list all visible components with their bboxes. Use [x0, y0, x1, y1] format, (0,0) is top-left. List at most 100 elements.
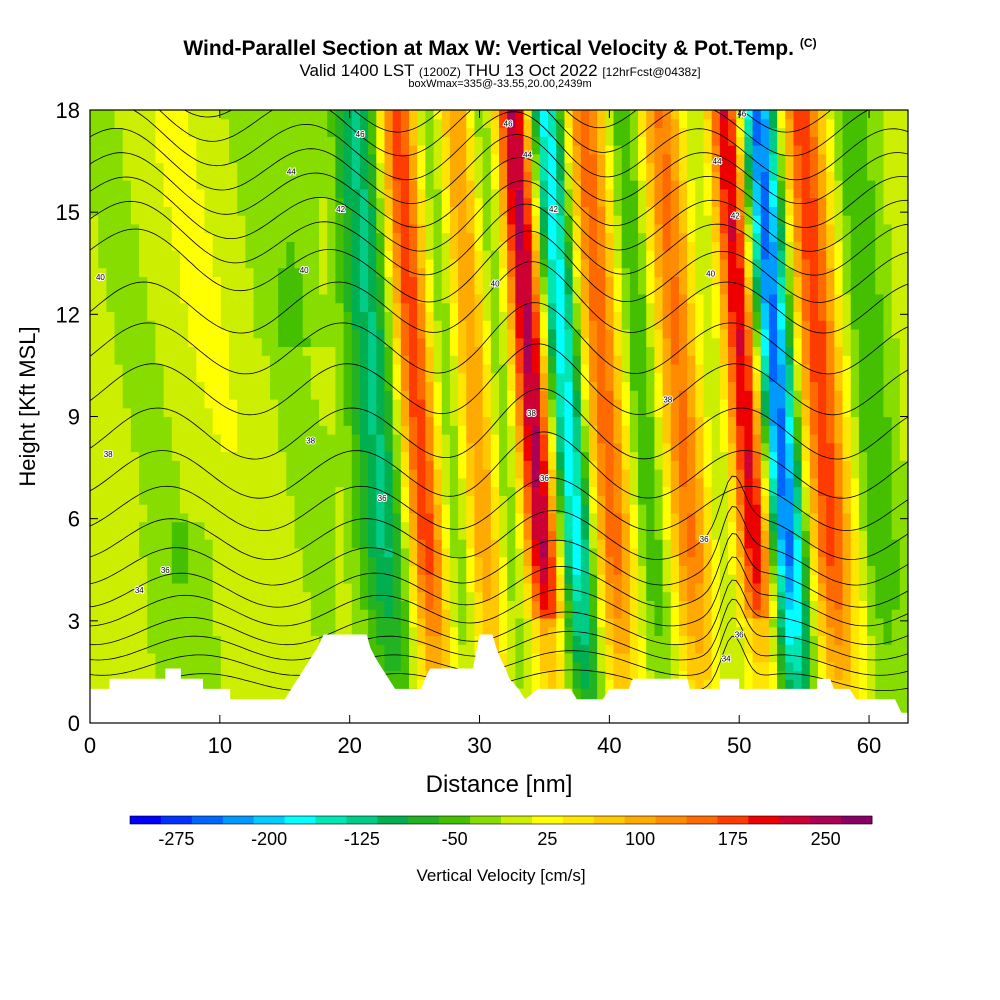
- velocity-cell: [98, 398, 107, 409]
- velocity-cell: [245, 460, 255, 470]
- velocity-cell: [605, 328, 615, 339]
- velocity-cell: [139, 451, 148, 461]
- velocity-cell: [237, 425, 247, 435]
- velocity-cell: [507, 320, 516, 330]
- velocity-cell: [409, 223, 418, 234]
- velocity-cell: [343, 197, 353, 207]
- velocity-cell: [139, 460, 148, 470]
- velocity-cell: [286, 574, 296, 584]
- velocity-cell: [548, 118, 557, 129]
- velocity-cell: [597, 153, 606, 164]
- velocity-cell: [629, 337, 639, 348]
- velocity-cell: [253, 687, 263, 698]
- velocity-cell: [531, 504, 541, 514]
- velocity-cell: [556, 635, 566, 645]
- velocity-cell: [384, 390, 394, 400]
- velocity-cell: [580, 381, 590, 391]
- velocity-cell: [294, 241, 304, 251]
- velocity-cell: [474, 425, 484, 435]
- velocity-cell: [392, 320, 402, 330]
- velocity-cell: [163, 574, 173, 584]
- velocity-cell: [613, 110, 623, 120]
- velocity-cell: [482, 539, 492, 549]
- velocity-cell: [564, 153, 574, 164]
- velocity-cell: [196, 162, 206, 172]
- velocity-cell: [449, 215, 459, 225]
- velocity-cell: [449, 521, 459, 531]
- velocity-cell: [433, 390, 443, 400]
- velocity-cell: [392, 250, 402, 260]
- velocity-cell: [343, 574, 353, 584]
- velocity-cell: [449, 495, 459, 505]
- velocity-cell: [245, 311, 255, 321]
- velocity-cell: [376, 530, 386, 540]
- velocity-cell: [253, 635, 263, 645]
- velocity-cell: [474, 398, 484, 409]
- velocity-cell: [376, 250, 386, 260]
- velocity-cell: [588, 591, 598, 601]
- velocity-cell: [654, 285, 664, 295]
- velocity-cell: [343, 407, 353, 418]
- velocity-cell: [548, 451, 557, 461]
- velocity-cell: [294, 547, 304, 558]
- velocity-cell: [122, 232, 132, 242]
- velocity-cell: [605, 582, 615, 593]
- velocity-cell: [621, 495, 631, 505]
- velocity-cell: [261, 460, 271, 470]
- velocity-cell: [220, 521, 230, 531]
- velocity-cell: [286, 328, 296, 339]
- velocity-cell: [188, 276, 197, 286]
- velocity-cell: [564, 232, 574, 242]
- velocity-cell: [605, 416, 615, 426]
- velocity-cell: [130, 635, 140, 645]
- velocity-cell: [384, 302, 394, 313]
- velocity-cell: [245, 530, 255, 540]
- velocity-cell: [588, 346, 598, 356]
- velocity-cell: [580, 609, 590, 619]
- velocity-cell: [269, 652, 279, 663]
- velocity-cell: [245, 469, 255, 479]
- velocity-cell: [597, 346, 606, 356]
- velocity-cell: [507, 267, 516, 277]
- velocity-cell: [638, 145, 647, 155]
- velocity-cell: [531, 600, 541, 610]
- velocity-cell: [261, 311, 271, 321]
- velocity-cell: [368, 285, 377, 295]
- velocity-cell: [392, 136, 402, 146]
- velocity-cell: [531, 293, 541, 304]
- velocity-cell: [654, 206, 664, 216]
- velocity-cell: [253, 302, 263, 313]
- velocity-cell: [638, 617, 647, 628]
- velocity-cell: [507, 539, 516, 549]
- velocity-cell: [155, 469, 165, 479]
- velocity-cell: [351, 232, 361, 242]
- velocity-cell: [629, 617, 639, 628]
- velocity-cell: [515, 293, 525, 304]
- velocity-cell: [474, 153, 484, 164]
- velocity-cell: [474, 390, 484, 400]
- velocity-cell: [441, 591, 451, 601]
- velocity-cell: [310, 582, 320, 593]
- velocity-cell: [327, 311, 336, 321]
- velocity-cell: [196, 285, 206, 295]
- velocity-cell: [179, 223, 189, 234]
- velocity-cell: [122, 635, 132, 645]
- velocity-cell: [425, 652, 435, 663]
- velocity-cell: [130, 136, 140, 146]
- velocity-cell: [654, 626, 664, 637]
- velocity-cell: [261, 276, 271, 286]
- velocity-cell: [466, 346, 476, 356]
- velocity-cell: [548, 110, 557, 120]
- velocity-cell: [482, 390, 492, 400]
- velocity-cell: [638, 609, 647, 619]
- velocity-cell: [310, 407, 320, 418]
- velocity-cell: [654, 276, 664, 286]
- velocity-cell: [425, 145, 435, 155]
- velocity-cell: [638, 390, 647, 400]
- velocity-cell: [179, 320, 189, 330]
- velocity-cell: [253, 162, 263, 172]
- velocity-cell: [499, 171, 508, 181]
- velocity-cell: [237, 267, 247, 277]
- velocity-cell: [670, 591, 680, 601]
- velocity-cell: [425, 407, 435, 418]
